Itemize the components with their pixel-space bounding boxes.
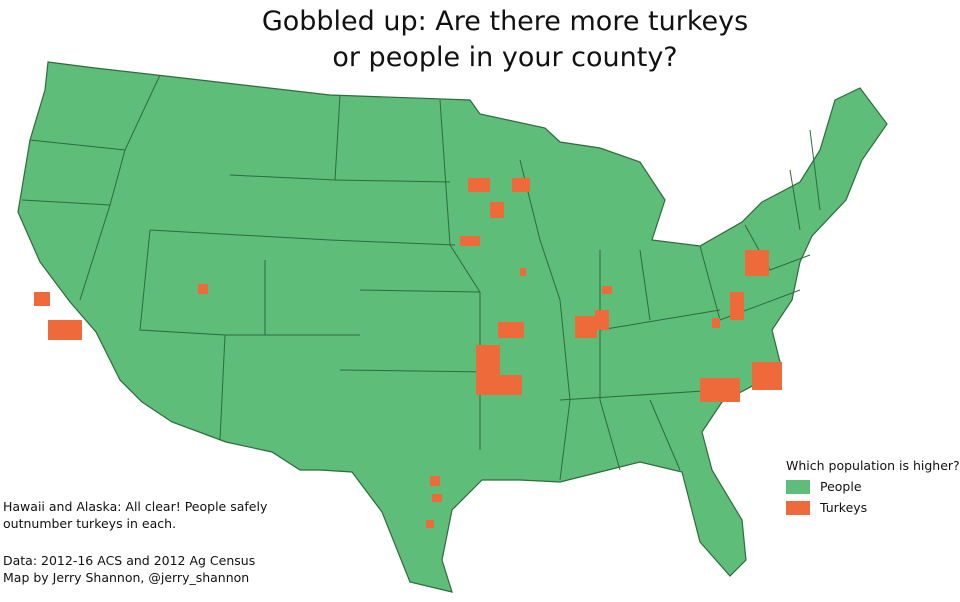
turkey-county-cluster — [745, 250, 769, 276]
turkey-county-cluster — [490, 202, 504, 218]
legend-item-people: People — [786, 479, 960, 494]
turkey-county-cluster — [712, 318, 720, 328]
turkey-county-cluster — [430, 476, 440, 486]
turkey-counties — [34, 178, 782, 528]
hawaii-alaska-note: Hawaii and Alaska: All clear! People saf… — [3, 499, 268, 531]
us-outline — [17, 61, 888, 593]
turkey-county-cluster — [34, 292, 50, 306]
turkey-county-cluster — [426, 520, 434, 528]
turkey-county-cluster — [498, 322, 524, 338]
turkey-county-cluster — [512, 178, 530, 192]
turkey-county-cluster — [752, 362, 782, 390]
turkey-county-cluster — [492, 375, 522, 395]
turkey-county-cluster — [602, 286, 612, 294]
turkey-county-cluster — [520, 268, 526, 276]
credit: Data: 2012-16 ACS and 2012 Ag Census Map… — [3, 552, 255, 586]
turkey-county-cluster — [48, 320, 82, 340]
turkey-county-cluster — [730, 292, 744, 320]
turkey-county-cluster — [460, 236, 480, 246]
legend-item-turkeys: Turkeys — [786, 500, 960, 515]
data-source: Data: 2012-16 ACS and 2012 Ag Census — [3, 553, 256, 568]
turkey-county-cluster — [198, 284, 208, 294]
turkey-county-cluster — [595, 310, 609, 330]
legend-label-turkeys: Turkeys — [820, 500, 868, 515]
title-line-2: or people in your county? — [332, 42, 678, 73]
map-author: Map by Jerry Shannon, @jerry_shannon — [3, 570, 250, 585]
title-line-1: Gobbled up: Are there more turkeys — [261, 6, 749, 37]
turkey-county-cluster — [468, 178, 490, 192]
turkey-county-cluster — [700, 378, 740, 402]
legend: Which population is higher? People Turke… — [786, 458, 960, 521]
state-borders — [21, 74, 821, 481]
legend-swatch-turkeys — [786, 500, 810, 515]
map-title: Gobbled up: Are there more turkeys or pe… — [0, 4, 960, 76]
legend-swatch-people — [786, 479, 810, 494]
turkey-county-cluster — [575, 316, 597, 338]
legend-label-people: People — [820, 479, 862, 494]
turkey-county-cluster — [432, 494, 442, 502]
legend-title: Which population is higher? — [786, 458, 960, 473]
